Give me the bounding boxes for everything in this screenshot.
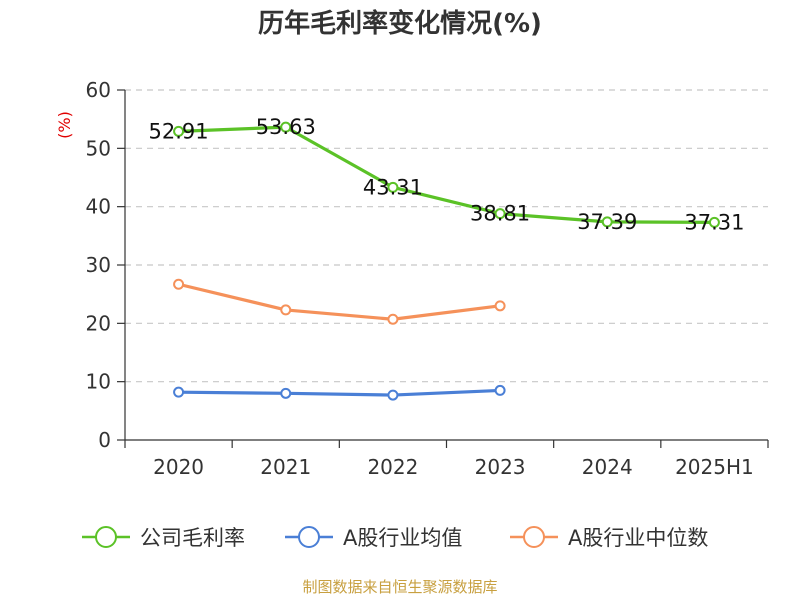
- data-point: [601, 216, 613, 228]
- y-tick-label: 40: [86, 195, 111, 219]
- series-2: [173, 278, 506, 325]
- data-point: [494, 300, 506, 312]
- series-line: [178, 388, 501, 397]
- x-tick-label: 2024: [582, 455, 633, 479]
- chart-title: 历年毛利率变化情况(%): [258, 8, 542, 39]
- data-point: [280, 121, 292, 133]
- legend-item: 公司毛利率: [82, 526, 245, 550]
- legend-label: A股行业中位数: [568, 526, 708, 550]
- data-point: [387, 313, 399, 325]
- y-axis-label: (%): [55, 111, 74, 139]
- x-tick-label: 2021: [260, 455, 311, 479]
- data-label: 37.31: [684, 210, 744, 234]
- legend-marker: [298, 526, 320, 548]
- data-point: [173, 278, 185, 290]
- axes: 0 10 20 30 40 50 60 2020 2021 2022 2023 2024 2025H1: [86, 78, 769, 479]
- data-label: 53.63: [256, 115, 316, 139]
- data-point: [280, 304, 292, 316]
- data-label: 37.39: [577, 210, 637, 234]
- x-tick-label: 2022: [367, 455, 418, 479]
- legend-marker: [95, 526, 117, 548]
- y-tick-label: 50: [86, 136, 111, 160]
- x-tick-label: 2020: [153, 455, 204, 479]
- y-tick-label: 60: [86, 78, 111, 102]
- series-1: [173, 384, 506, 401]
- data-label: 38.81: [470, 202, 530, 226]
- data-point: [387, 181, 399, 193]
- grid-lines: [125, 89, 768, 383]
- data-point: [173, 125, 185, 137]
- x-tick-label: 2025H1: [675, 455, 754, 479]
- y-tick-label: 30: [86, 253, 111, 277]
- series-line: [178, 125, 715, 224]
- legend-label: 公司毛利率: [140, 526, 245, 550]
- y-tick-label: 10: [86, 370, 111, 394]
- y-tick-label: 20: [86, 311, 111, 335]
- source-note: 制图数据来自恒生聚源数据库: [302, 578, 497, 596]
- series-line: [178, 282, 501, 321]
- data-point: [280, 387, 292, 399]
- x-tick-label: 2023: [475, 455, 526, 479]
- y-tick-label: 0: [98, 428, 111, 452]
- legend-item: A股行业均值: [285, 526, 462, 550]
- data-label: 52.91: [149, 119, 209, 143]
- data-point: [494, 208, 506, 220]
- legend-marker: [523, 526, 545, 548]
- data-point: [494, 384, 506, 396]
- data-point: [708, 216, 720, 228]
- legend-item: A股行业中位数: [510, 526, 708, 550]
- series-layer: 52.91 53.63 43.31 38.81 37.39 37.31: [149, 115, 745, 401]
- data-point: [173, 386, 185, 398]
- legend-label: A股行业均值: [343, 526, 462, 550]
- data-label: 43.31: [363, 175, 423, 199]
- series-0: 52.91 53.63 43.31 38.81 37.39 37.31: [149, 115, 745, 234]
- data-point: [387, 389, 399, 401]
- legend: 公司毛利率 A股行业均值 A股行业中位数: [82, 526, 708, 550]
